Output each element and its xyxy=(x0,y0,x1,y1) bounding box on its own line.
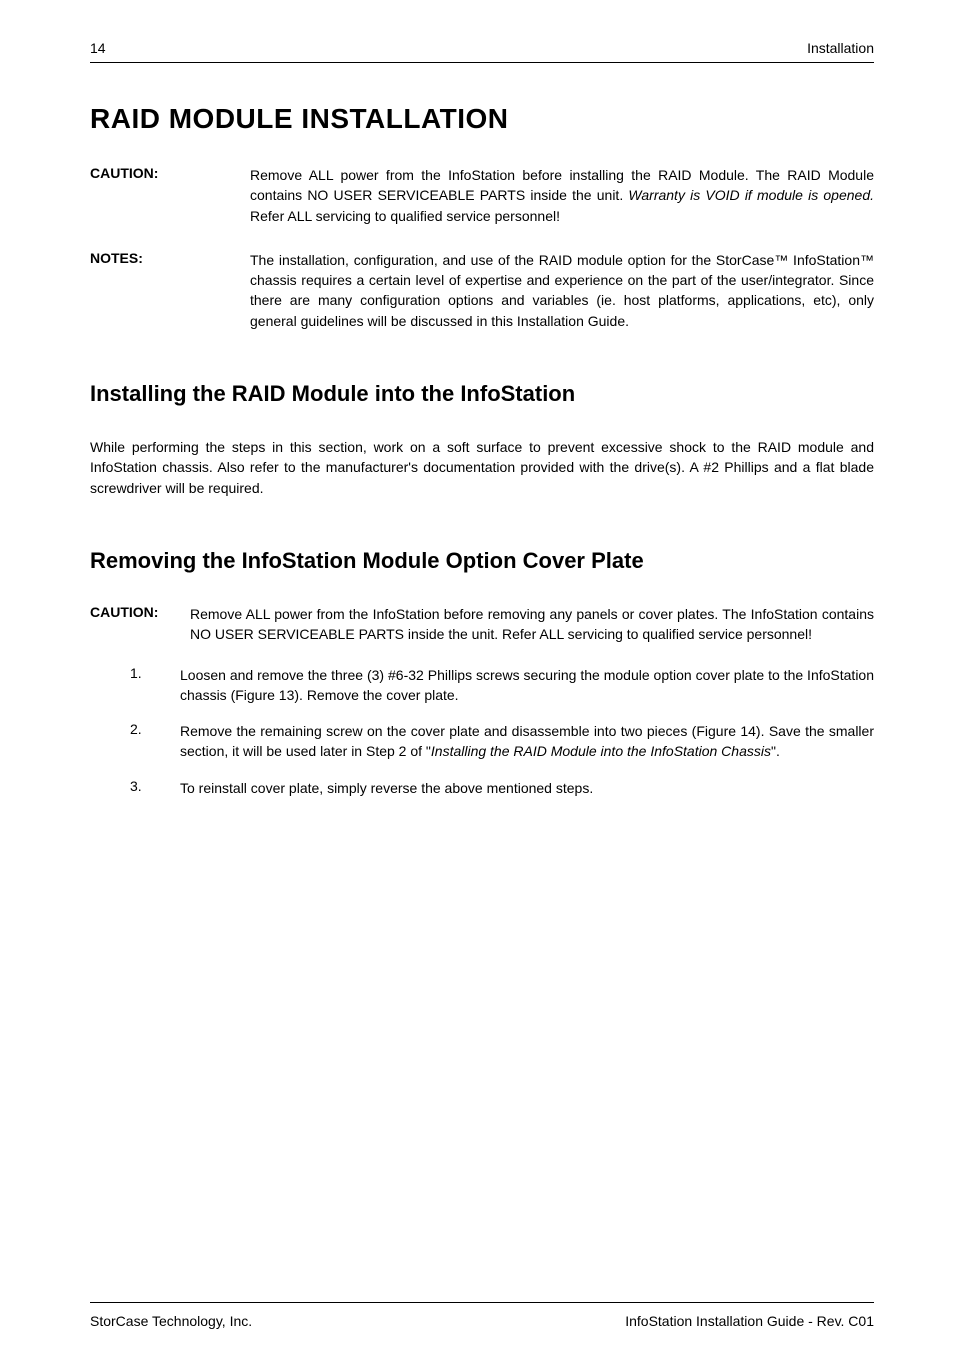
section2-heading: Removing the InfoStation Module Option C… xyxy=(90,548,874,574)
notes-label: NOTES: xyxy=(90,250,250,331)
footer-row: StorCase Technology, Inc. InfoStation In… xyxy=(90,1313,874,1329)
item-text-after: ". xyxy=(771,743,780,759)
page-title: RAID MODULE INSTALLATION xyxy=(90,103,874,135)
list-item: 1. Loosen and remove the three (3) #6-32… xyxy=(130,665,874,706)
item-text-italic: Installing the RAID Module into the Info… xyxy=(431,743,771,759)
caution-text-after: Refer ALL servicing to qualified service… xyxy=(250,208,560,224)
notes-block: NOTES: The installation, configuration, … xyxy=(90,250,874,331)
notes-text: The installation, configuration, and use… xyxy=(250,250,874,331)
list-item: 3. To reinstall cover plate, simply reve… xyxy=(130,778,874,798)
item-text: Remove the remaining screw on the cover … xyxy=(180,721,874,762)
section2-caution-label: CAUTION: xyxy=(90,604,190,645)
section2-caution-text: Remove ALL power from the InfoStation be… xyxy=(190,604,874,645)
footer-right: InfoStation Installation Guide - Rev. C0… xyxy=(625,1313,874,1329)
footer-left: StorCase Technology, Inc. xyxy=(90,1313,252,1329)
item-num: 2. xyxy=(130,721,180,762)
section2-list: 1. Loosen and remove the three (3) #6-32… xyxy=(90,665,874,798)
section1-para: While performing the steps in this secti… xyxy=(90,437,874,498)
item-text: To reinstall cover plate, simply reverse… xyxy=(180,778,593,798)
section2-caution: CAUTION: Remove ALL power from the InfoS… xyxy=(90,604,874,645)
header-section: Installation xyxy=(807,40,874,56)
caution-label: CAUTION: xyxy=(90,165,250,226)
caution-text: Remove ALL power from the InfoStation be… xyxy=(250,165,874,226)
section1-heading: Installing the RAID Module into the Info… xyxy=(90,381,874,407)
caution-text-italic: Warranty is VOID if module is opened. xyxy=(628,187,874,203)
item-text: Loosen and remove the three (3) #6-32 Ph… xyxy=(180,665,874,706)
item-num: 1. xyxy=(130,665,180,706)
page-number: 14 xyxy=(90,40,106,56)
item-num: 3. xyxy=(130,778,180,798)
footer-divider xyxy=(90,1302,874,1303)
list-item: 2. Remove the remaining screw on the cov… xyxy=(130,721,874,762)
page-footer: StorCase Technology, Inc. InfoStation In… xyxy=(90,1302,874,1329)
page-header: 14 Installation xyxy=(90,40,874,56)
caution-block: CAUTION: Remove ALL power from the InfoS… xyxy=(90,165,874,226)
header-divider xyxy=(90,62,874,63)
